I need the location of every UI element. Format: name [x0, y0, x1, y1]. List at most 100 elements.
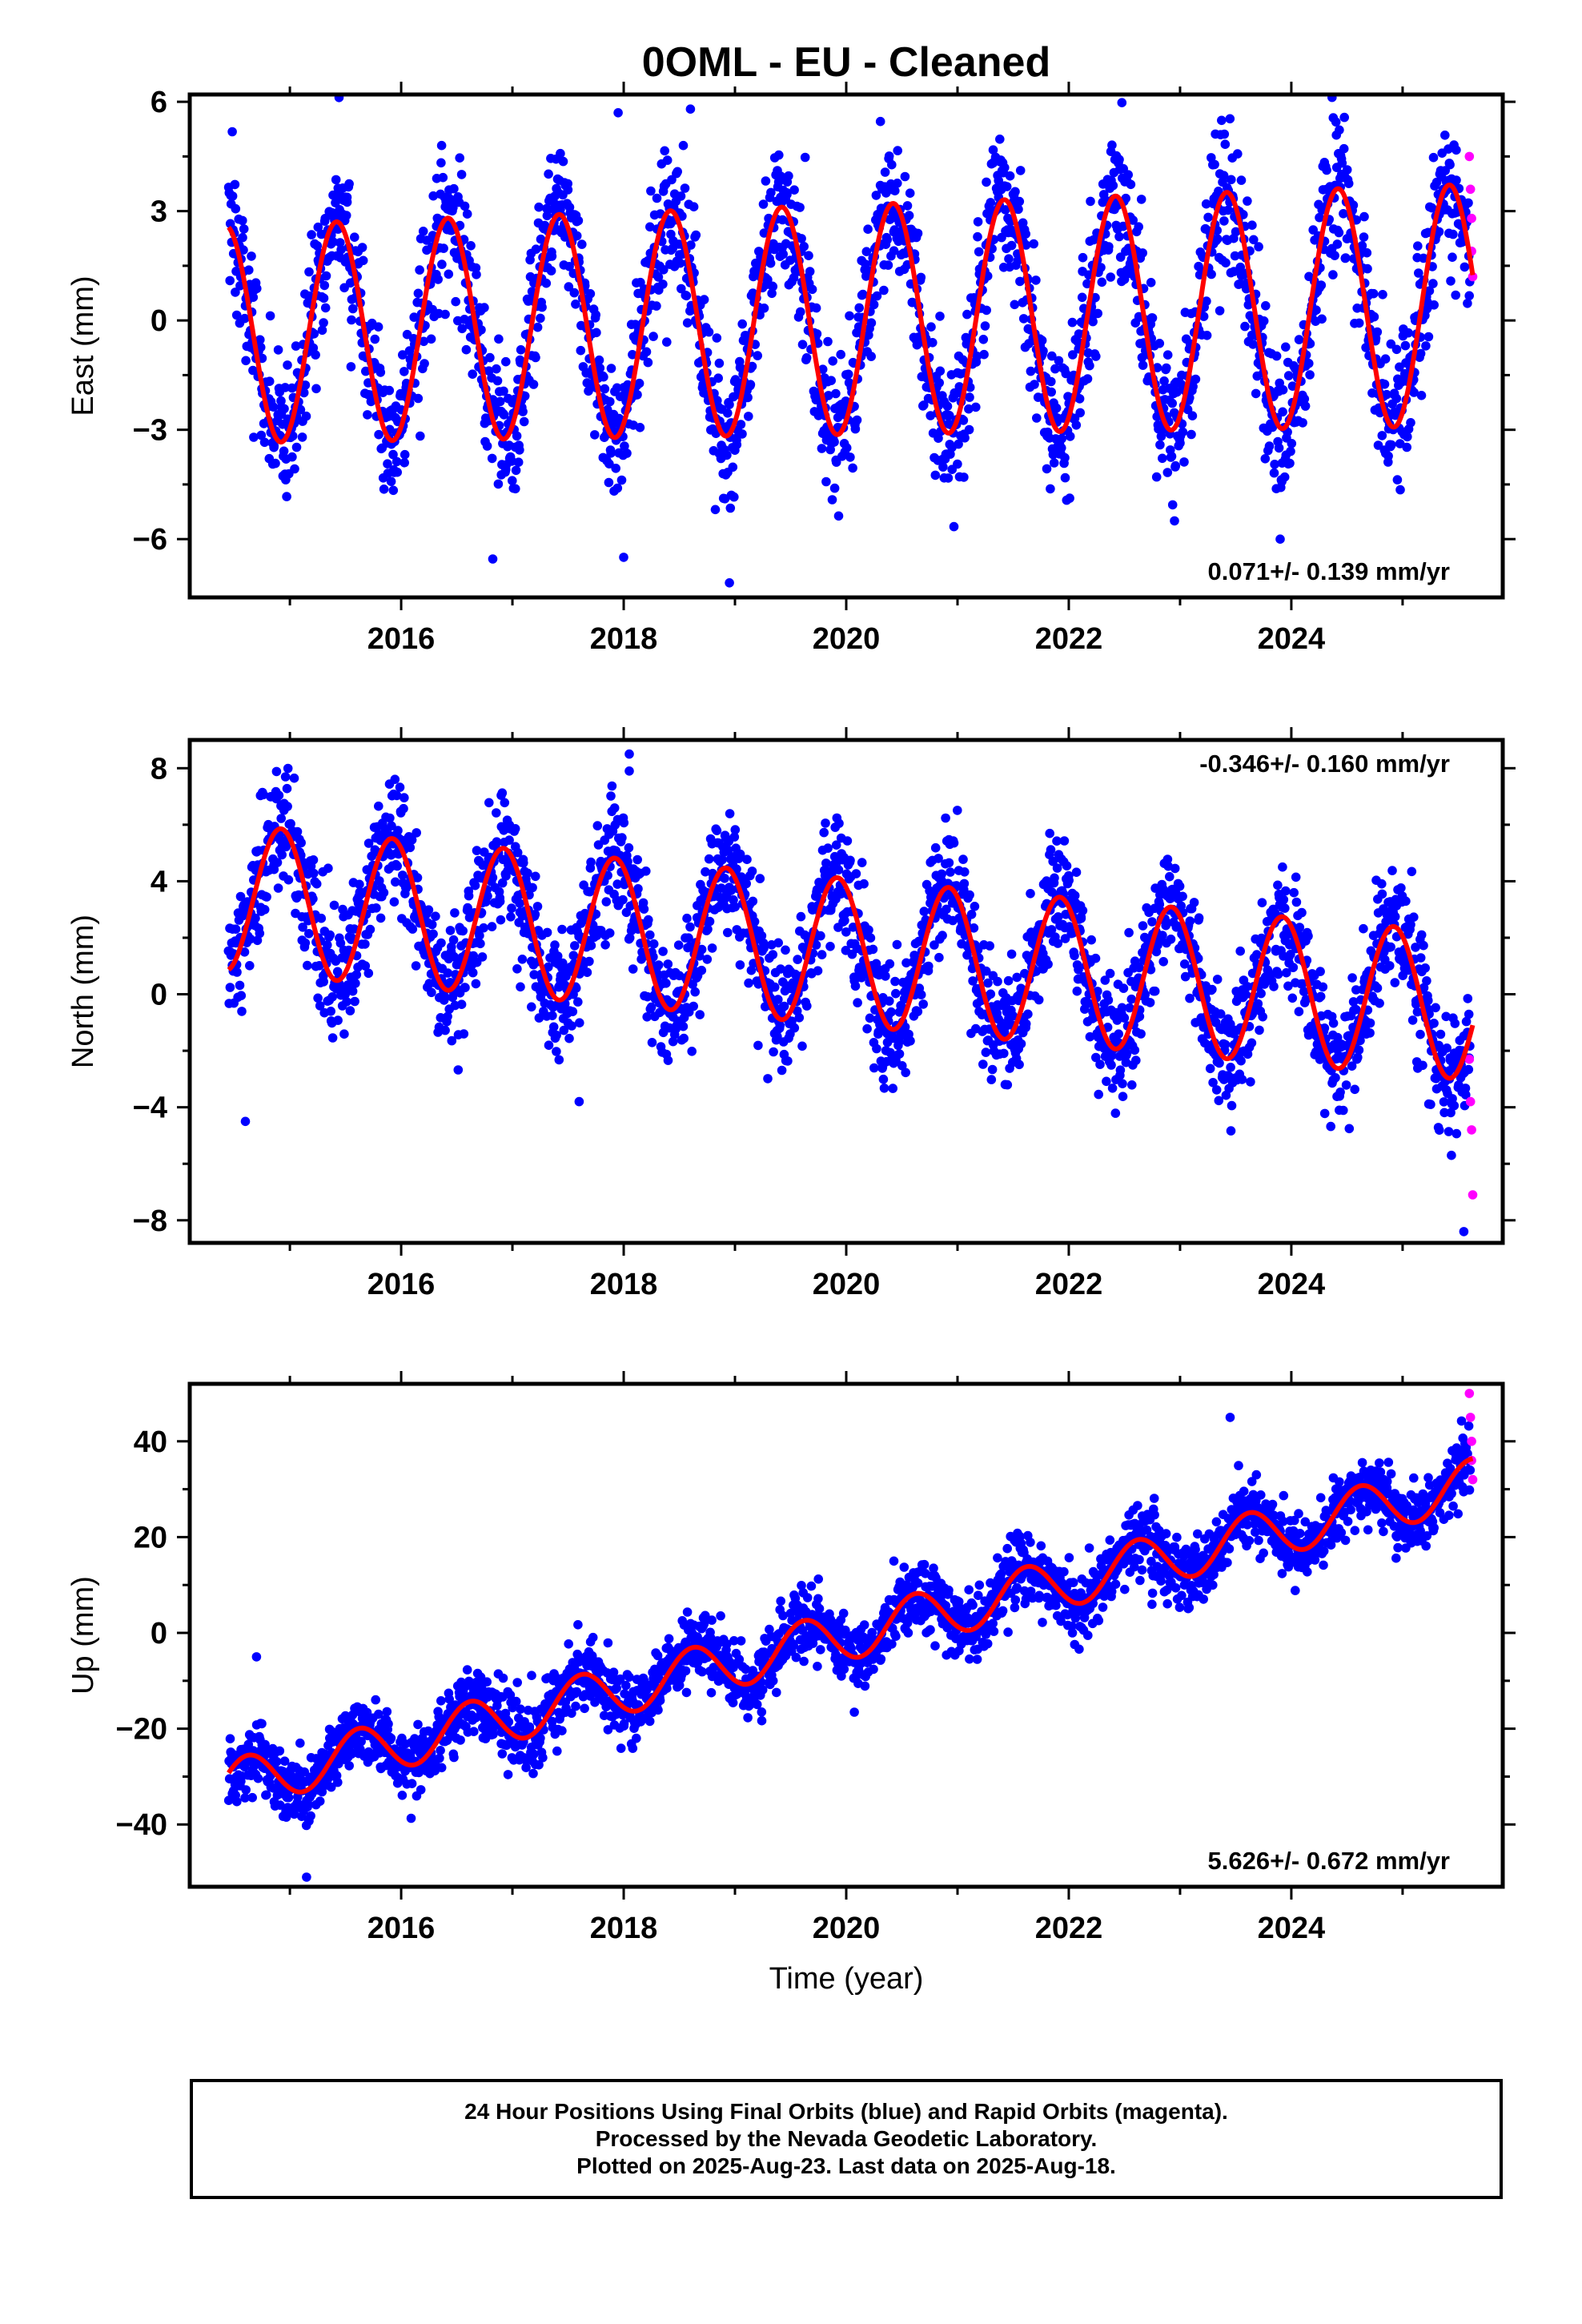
- final-point: [1260, 454, 1271, 464]
- final-point: [1021, 240, 1031, 250]
- final-point: [993, 976, 1002, 987]
- final-point: [512, 431, 522, 441]
- final-point: [725, 809, 735, 818]
- final-point: [1423, 995, 1433, 1006]
- final-point: [495, 896, 505, 907]
- final-point: [416, 431, 425, 441]
- final-point: [713, 373, 723, 384]
- final-point: [888, 1084, 897, 1093]
- final-point: [1279, 472, 1290, 482]
- final-point: [1096, 263, 1106, 272]
- final-point: [691, 230, 701, 240]
- final-point: [1343, 179, 1354, 188]
- final-point: [1427, 203, 1437, 213]
- final-point: [622, 448, 632, 458]
- final-point: [802, 1001, 812, 1011]
- final-point: [268, 402, 279, 412]
- final-point: [1287, 381, 1298, 392]
- final-point: [1311, 305, 1321, 316]
- final-point: [1138, 248, 1147, 258]
- final-point: [541, 278, 552, 288]
- final-point: [928, 338, 938, 348]
- final-point: [836, 349, 845, 360]
- final-point: [697, 965, 707, 975]
- final-point: [1221, 258, 1231, 268]
- final-point: [343, 980, 353, 990]
- final-point: [576, 345, 586, 356]
- final-point: [1322, 165, 1331, 175]
- final-point: [1248, 340, 1258, 349]
- final-point: [319, 293, 329, 304]
- final-point: [1452, 145, 1461, 155]
- final-point: [1006, 240, 1017, 251]
- final-point: [817, 364, 828, 375]
- final-point: [387, 821, 396, 831]
- final-point: [487, 922, 497, 931]
- final-point: [1303, 931, 1313, 941]
- final-point: [1464, 291, 1474, 301]
- final-point: [853, 322, 864, 332]
- final-point: [272, 858, 283, 867]
- final-point: [393, 826, 403, 835]
- final-point: [707, 943, 717, 953]
- final-point: [1289, 887, 1299, 898]
- final-point: [1337, 158, 1347, 168]
- final-point: [823, 336, 833, 347]
- final-point: [542, 927, 552, 938]
- final-point: [1158, 957, 1168, 967]
- final-point: [1237, 1075, 1247, 1084]
- final-point: [1093, 987, 1102, 996]
- final-point: [881, 971, 890, 981]
- final-point: [1273, 880, 1283, 891]
- final-point: [1052, 863, 1062, 873]
- final-point: [926, 411, 935, 420]
- final-point: [1365, 1028, 1375, 1038]
- final-point: [725, 503, 736, 513]
- final-point: [1227, 175, 1236, 185]
- final-point: [720, 874, 729, 883]
- final-point: [255, 335, 265, 345]
- final-point: [658, 279, 668, 289]
- final-point: [1001, 205, 1010, 215]
- final-point: [968, 976, 978, 986]
- final-point: [816, 931, 825, 941]
- final-point: [1251, 388, 1261, 399]
- final-point: [619, 818, 629, 828]
- final-point: [297, 432, 307, 442]
- final-point: [1118, 1079, 1127, 1088]
- final-point: [823, 843, 833, 853]
- final-point: [1138, 921, 1148, 931]
- final-point: [1136, 1029, 1146, 1039]
- final-point: [1403, 328, 1413, 338]
- final-point: [774, 150, 784, 160]
- final-point: [821, 818, 830, 828]
- final-point: [431, 911, 440, 921]
- final-point: [363, 410, 372, 420]
- final-point: [1411, 943, 1420, 952]
- final-point: [241, 356, 251, 366]
- final-point: [239, 313, 250, 324]
- final-point: [821, 476, 831, 487]
- final-point: [919, 400, 929, 410]
- final-point: [515, 445, 524, 455]
- final-point: [1151, 472, 1162, 482]
- final-point: [1443, 1127, 1454, 1136]
- final-point: [1416, 930, 1427, 940]
- final-point: [604, 459, 614, 468]
- final-point: [1046, 925, 1057, 935]
- final-point: [1085, 360, 1094, 371]
- final-point: [1372, 327, 1383, 337]
- final-point: [347, 315, 356, 325]
- final-point: [530, 910, 540, 919]
- final-point: [679, 1033, 689, 1043]
- final-point: [1428, 152, 1439, 163]
- final-point: [357, 243, 367, 252]
- final-point: [1146, 278, 1156, 287]
- final-point: [1065, 493, 1074, 503]
- final-point: [777, 1065, 787, 1076]
- final-point: [571, 983, 581, 993]
- final-point: [1235, 262, 1246, 272]
- final-point: [374, 801, 383, 811]
- final-point: [1062, 861, 1072, 870]
- final-point: [765, 258, 776, 268]
